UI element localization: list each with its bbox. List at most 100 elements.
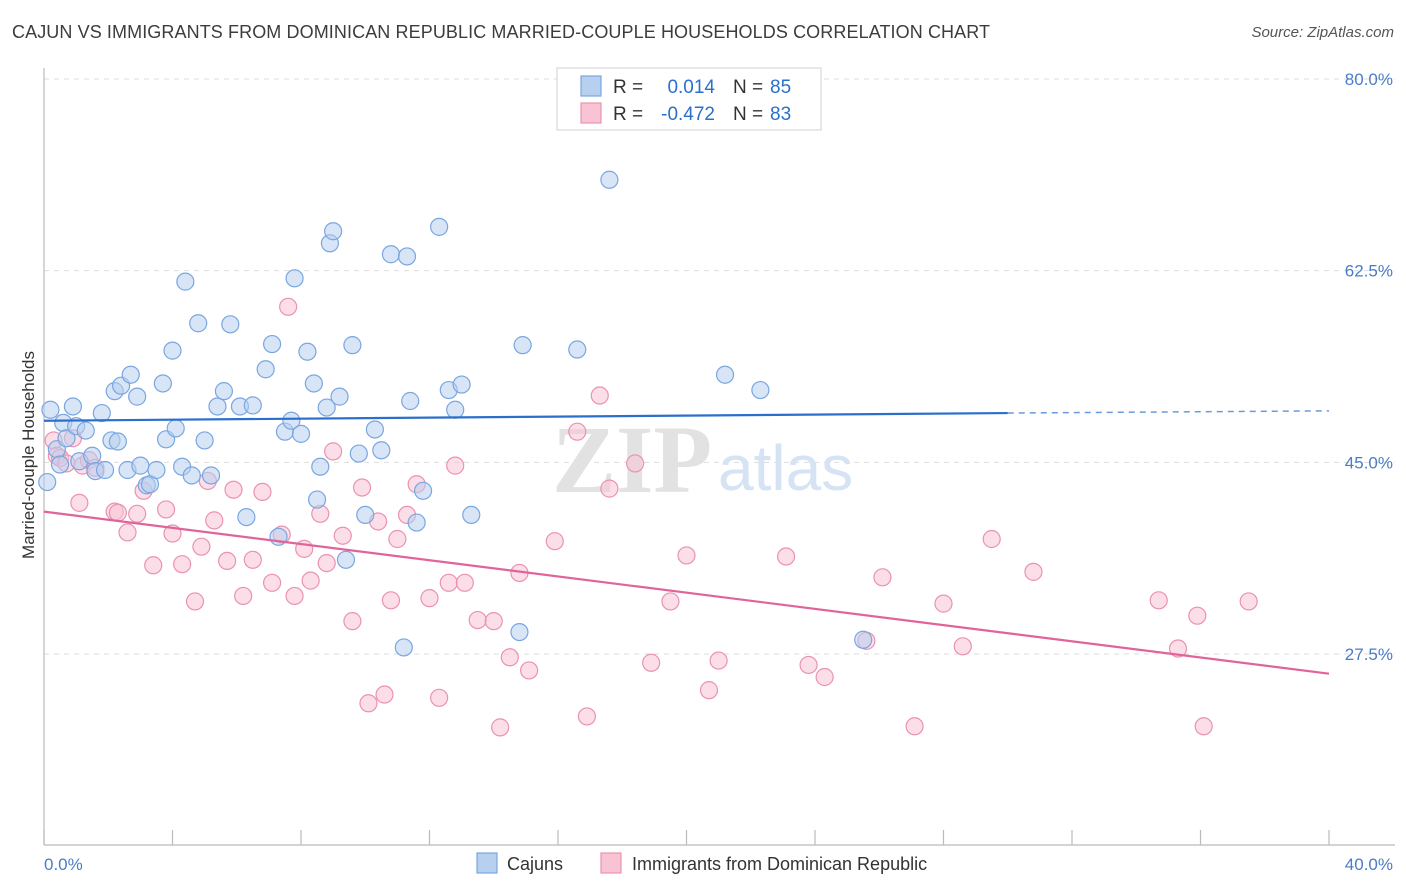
cajuns-point — [291, 424, 311, 443]
cajuns-point — [343, 336, 362, 355]
dominican-point — [577, 707, 597, 726]
dominican-point — [1188, 606, 1207, 625]
dominican-point — [661, 592, 680, 611]
cajuns-point — [147, 460, 166, 480]
dominican-point — [677, 546, 696, 565]
series-cajuns-points — [38, 170, 873, 657]
dominican-point — [218, 551, 237, 571]
cajuns-point — [50, 455, 70, 474]
legend-bottom: Cajuns Immigrants from Dominican Republi… — [476, 852, 927, 874]
cajuns-point — [195, 431, 214, 450]
dominican-point — [590, 386, 609, 405]
cajuns-point — [95, 460, 115, 480]
grid-lines — [44, 78, 1395, 655]
dominican-point — [317, 553, 336, 573]
dominican-point — [519, 661, 539, 680]
cajuns-point — [336, 550, 356, 569]
cajuns-point — [751, 380, 770, 400]
cajuns-point — [304, 374, 323, 393]
dominican-point — [799, 655, 818, 675]
legend-bottom-label-cajuns: Cajuns — [507, 854, 563, 874]
cajuns-point — [407, 513, 426, 532]
cajuns-point — [221, 315, 240, 334]
cajuns-point — [214, 382, 233, 401]
dominican-point — [446, 456, 465, 475]
cajuns-point — [349, 444, 368, 463]
cajuns-point — [92, 403, 111, 423]
dominican-point — [144, 556, 163, 575]
cajuns-point — [243, 396, 262, 415]
dominican-point — [500, 648, 519, 667]
dominican-point — [224, 480, 243, 499]
cajuns-trend-line — [43, 411, 1008, 422]
legend-r-label-cajuns: R = — [613, 77, 643, 98]
dominican-point — [185, 592, 205, 611]
legend-bottom-label-dominican: Immigrants from Dominican Republic — [632, 854, 927, 874]
dominican-point — [118, 523, 137, 542]
dominican-point — [70, 493, 89, 512]
legend-n-label-dominican: N = — [733, 104, 763, 125]
dominican-point — [285, 586, 304, 606]
dominican-point — [279, 297, 298, 316]
legend-r-label-dominican: R = — [613, 104, 643, 125]
cajuns-point — [317, 398, 336, 417]
cajuns-point — [153, 374, 172, 393]
cajuns-point — [282, 411, 301, 430]
cajuns-point — [189, 314, 208, 333]
dominican-point — [953, 637, 972, 656]
cajuns-point — [121, 365, 140, 384]
dominican-point — [173, 555, 192, 574]
dominican-point — [343, 612, 362, 631]
dominican-point — [905, 717, 924, 736]
dominican-point — [815, 667, 834, 687]
dominican-point — [439, 573, 458, 592]
legend-r-value-dominican: -0.472 — [661, 104, 715, 125]
y-axis-title: Married-couple Households — [19, 351, 38, 559]
cajuns-point — [510, 622, 529, 642]
dominican-point — [1149, 591, 1168, 610]
dominican-point — [420, 589, 439, 608]
cajuns-point — [285, 269, 304, 288]
cajuns-point — [394, 638, 413, 657]
cajuns-point — [298, 342, 317, 361]
dominican-point — [642, 653, 661, 672]
dominican-point — [301, 571, 320, 590]
cajuns-point — [176, 272, 195, 291]
cajuns-point — [381, 245, 401, 264]
dominican-point — [375, 685, 394, 704]
cajuns-point — [401, 391, 420, 411]
cajuns-point — [462, 505, 481, 525]
y-tick-label: 80.0% — [1345, 70, 1393, 89]
dominican-point — [359, 694, 378, 713]
cajuns-point — [166, 419, 185, 438]
dominican-point — [243, 550, 262, 569]
dominican-point — [455, 573, 474, 592]
dominican-point — [156, 500, 176, 519]
cajuns-point — [446, 400, 465, 419]
dominican-point — [205, 511, 224, 530]
dominican-point — [388, 529, 407, 549]
x-tick-label-min: 0.0% — [44, 855, 83, 874]
cajuns-point — [41, 400, 60, 419]
cajuns-point — [324, 222, 343, 241]
trend-lines — [43, 410, 1330, 675]
dominican-trend-line — [43, 510, 1330, 675]
y-tick-label: 45.0% — [1345, 453, 1393, 472]
dominican-point — [1024, 562, 1043, 581]
legend-bottom-swatch-dominican — [600, 852, 622, 874]
watermark-atlas: atlas — [718, 432, 853, 504]
dominican-point — [381, 591, 401, 610]
dominican-point — [545, 532, 564, 551]
cajuns-point — [413, 481, 433, 500]
cajuns-point — [256, 360, 275, 379]
dominican-point — [776, 547, 796, 566]
dominican-point — [934, 594, 953, 613]
legend-bottom-swatch-cajuns — [476, 852, 498, 874]
cajuns-trend-extension — [1007, 410, 1330, 414]
x-tick-label-max: 40.0% — [1345, 855, 1393, 874]
cajuns-point — [163, 341, 182, 360]
dominican-point — [128, 504, 147, 523]
dominican-point — [491, 718, 510, 737]
cajuns-point — [430, 217, 449, 236]
